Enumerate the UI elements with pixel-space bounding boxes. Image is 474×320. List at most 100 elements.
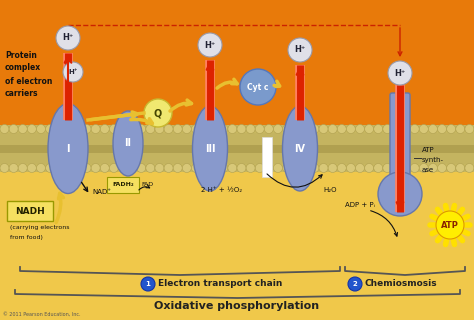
Circle shape (210, 124, 219, 133)
Circle shape (456, 164, 465, 172)
Circle shape (64, 164, 73, 172)
Text: Electron transport chain: Electron transport chain (158, 279, 283, 289)
Circle shape (465, 124, 474, 133)
Circle shape (55, 164, 64, 172)
Ellipse shape (113, 111, 143, 176)
Circle shape (273, 124, 283, 133)
Circle shape (264, 124, 273, 133)
Text: of electron: of electron (5, 76, 52, 85)
Circle shape (283, 164, 292, 172)
Text: III: III (205, 143, 215, 154)
Text: (carrying electrons: (carrying electrons (10, 225, 70, 229)
Circle shape (219, 124, 228, 133)
Circle shape (73, 164, 82, 172)
Text: © 2011 Pearson Education, Inc.: © 2011 Pearson Education, Inc. (3, 312, 81, 317)
Circle shape (319, 124, 328, 133)
Circle shape (348, 277, 362, 291)
Circle shape (365, 124, 374, 133)
Circle shape (109, 124, 118, 133)
Bar (0, 125, 474, 172)
Circle shape (237, 124, 246, 133)
Circle shape (164, 164, 173, 172)
Circle shape (419, 124, 428, 133)
Circle shape (428, 124, 438, 133)
Circle shape (9, 164, 18, 172)
Text: ATP: ATP (422, 147, 435, 153)
Text: NAD⁺: NAD⁺ (92, 189, 111, 195)
Ellipse shape (283, 106, 318, 191)
Circle shape (337, 124, 346, 133)
Circle shape (301, 124, 310, 133)
Circle shape (0, 124, 9, 133)
Circle shape (182, 164, 191, 172)
Text: 2 H⁺ + ½O₂: 2 H⁺ + ½O₂ (201, 187, 243, 193)
Circle shape (210, 164, 219, 172)
Circle shape (283, 124, 292, 133)
Circle shape (465, 164, 474, 172)
Circle shape (255, 124, 264, 133)
Text: ADP + Pᵢ: ADP + Pᵢ (345, 202, 375, 208)
Circle shape (144, 99, 172, 127)
Circle shape (401, 164, 410, 172)
Circle shape (18, 164, 27, 172)
Circle shape (118, 124, 128, 133)
Circle shape (164, 124, 173, 133)
Circle shape (36, 164, 46, 172)
Circle shape (73, 124, 82, 133)
FancyBboxPatch shape (7, 201, 53, 221)
Text: H⁺: H⁺ (68, 69, 78, 75)
Circle shape (438, 164, 447, 172)
Circle shape (146, 124, 155, 133)
Circle shape (128, 124, 137, 133)
Ellipse shape (192, 106, 228, 191)
Circle shape (388, 61, 412, 85)
Text: ase: ase (422, 167, 434, 173)
Circle shape (201, 164, 210, 172)
Circle shape (401, 124, 410, 133)
Circle shape (292, 164, 301, 172)
Text: from food): from food) (10, 235, 43, 239)
Circle shape (383, 124, 392, 133)
Circle shape (319, 164, 328, 172)
Circle shape (392, 164, 401, 172)
Circle shape (228, 124, 237, 133)
Circle shape (155, 124, 164, 133)
Circle shape (27, 124, 36, 133)
Text: synth-: synth- (422, 157, 444, 163)
Circle shape (301, 164, 310, 172)
Circle shape (9, 124, 18, 133)
Text: Q: Q (154, 108, 162, 118)
Text: IV: IV (294, 143, 306, 154)
Circle shape (255, 164, 264, 172)
Circle shape (118, 164, 128, 172)
Circle shape (137, 124, 146, 133)
Circle shape (292, 124, 301, 133)
Circle shape (191, 164, 201, 172)
Circle shape (392, 124, 401, 133)
Text: carriers: carriers (5, 90, 38, 99)
Circle shape (109, 164, 118, 172)
Circle shape (91, 124, 100, 133)
Circle shape (56, 26, 80, 50)
Text: 1: 1 (146, 281, 150, 287)
Circle shape (137, 164, 146, 172)
Circle shape (378, 172, 422, 216)
Circle shape (447, 124, 456, 133)
Circle shape (374, 164, 383, 172)
Circle shape (63, 62, 83, 82)
Text: II: II (125, 139, 131, 148)
Circle shape (374, 124, 383, 133)
Bar (262, 137, 272, 177)
Circle shape (46, 164, 55, 172)
Circle shape (246, 164, 255, 172)
Text: Oxidative phosphorylation: Oxidative phosphorylation (155, 301, 319, 311)
Circle shape (198, 33, 222, 57)
Circle shape (438, 124, 447, 133)
Text: H⁺: H⁺ (204, 41, 216, 50)
Circle shape (264, 164, 273, 172)
Circle shape (100, 164, 109, 172)
Circle shape (27, 164, 36, 172)
Circle shape (310, 124, 319, 133)
Circle shape (240, 69, 276, 105)
Bar (0, 133, 474, 164)
